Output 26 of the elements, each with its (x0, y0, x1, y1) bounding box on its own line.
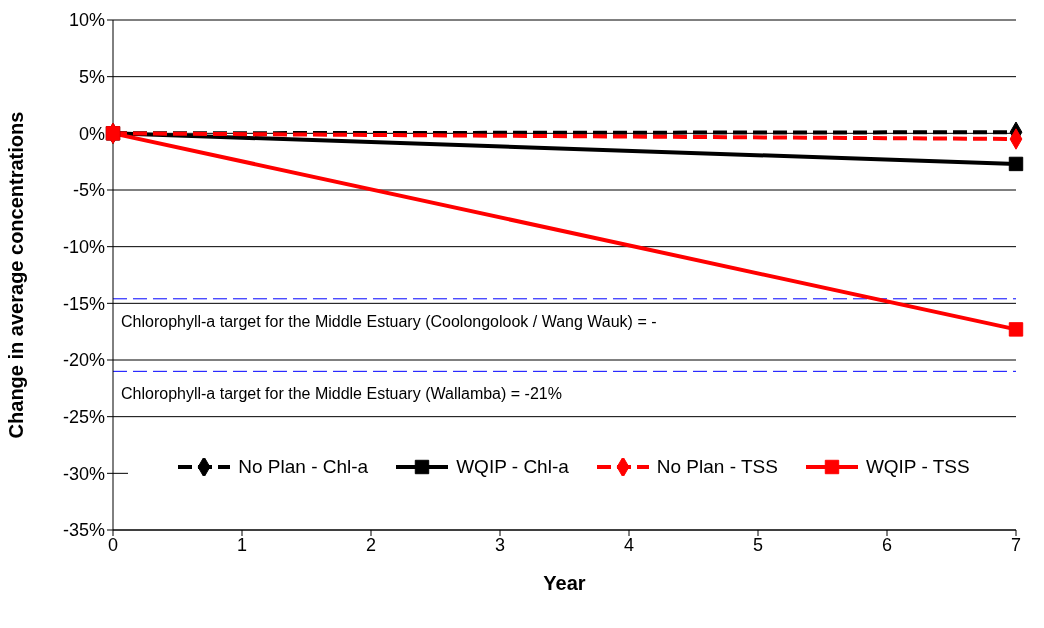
x-axis-title: Year (543, 572, 586, 594)
x-tick-label: 2 (365, 534, 377, 555)
x-tick-label: 4 (623, 534, 635, 555)
x-tick-label: 0 (107, 534, 119, 555)
y-tick-label: -5% (72, 180, 105, 201)
ref-line-label: Chlorophyll-a target for the Middle Estuary (Coolongolook / Wang Wauk) = - (121, 312, 657, 330)
y-tick-label: 10% (68, 10, 105, 31)
y-tick-label: -35% (62, 520, 105, 541)
legend-label: No Plan - TSS (656, 456, 778, 478)
legend-label: WQIP - Chl-a (456, 456, 569, 478)
y-tick-label: -10% (62, 237, 105, 258)
x-tick-label: 7 (1010, 534, 1022, 555)
y-tick-label: -20% (62, 350, 105, 371)
y-tick-label: -15% (62, 293, 105, 314)
x-tick-label: 3 (494, 534, 506, 555)
x-tick-label: 1 (236, 534, 248, 555)
legend-label: WQIP - TSS (865, 456, 970, 478)
ref-line-label: Chlorophyll-a target for the Middle Estuary (Wallamba) = -21% (121, 385, 562, 403)
y-tick-label: 5% (78, 67, 105, 88)
x-tick-label: 5 (752, 534, 764, 555)
legend-label: No Plan - Chl-a (238, 456, 369, 478)
x-tick-label: 6 (881, 534, 893, 555)
y-axis-title: Change in average concentrations (5, 111, 28, 439)
y-tick-label: -25% (62, 407, 105, 428)
y-tick-label: 0% (78, 123, 105, 144)
y-tick-label: -30% (62, 463, 105, 484)
